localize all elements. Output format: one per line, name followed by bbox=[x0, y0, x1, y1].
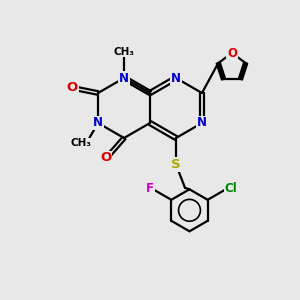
Text: N: N bbox=[119, 71, 129, 85]
Text: O: O bbox=[227, 46, 237, 60]
Text: S: S bbox=[171, 158, 181, 171]
Text: O: O bbox=[67, 81, 78, 94]
Text: Cl: Cl bbox=[224, 182, 237, 195]
Text: F: F bbox=[146, 182, 154, 195]
Text: CH₃: CH₃ bbox=[70, 138, 91, 148]
Text: N: N bbox=[93, 116, 103, 130]
Text: CH₃: CH₃ bbox=[113, 47, 134, 57]
Text: N: N bbox=[197, 116, 207, 130]
Text: N: N bbox=[171, 71, 181, 85]
Text: O: O bbox=[100, 152, 112, 164]
